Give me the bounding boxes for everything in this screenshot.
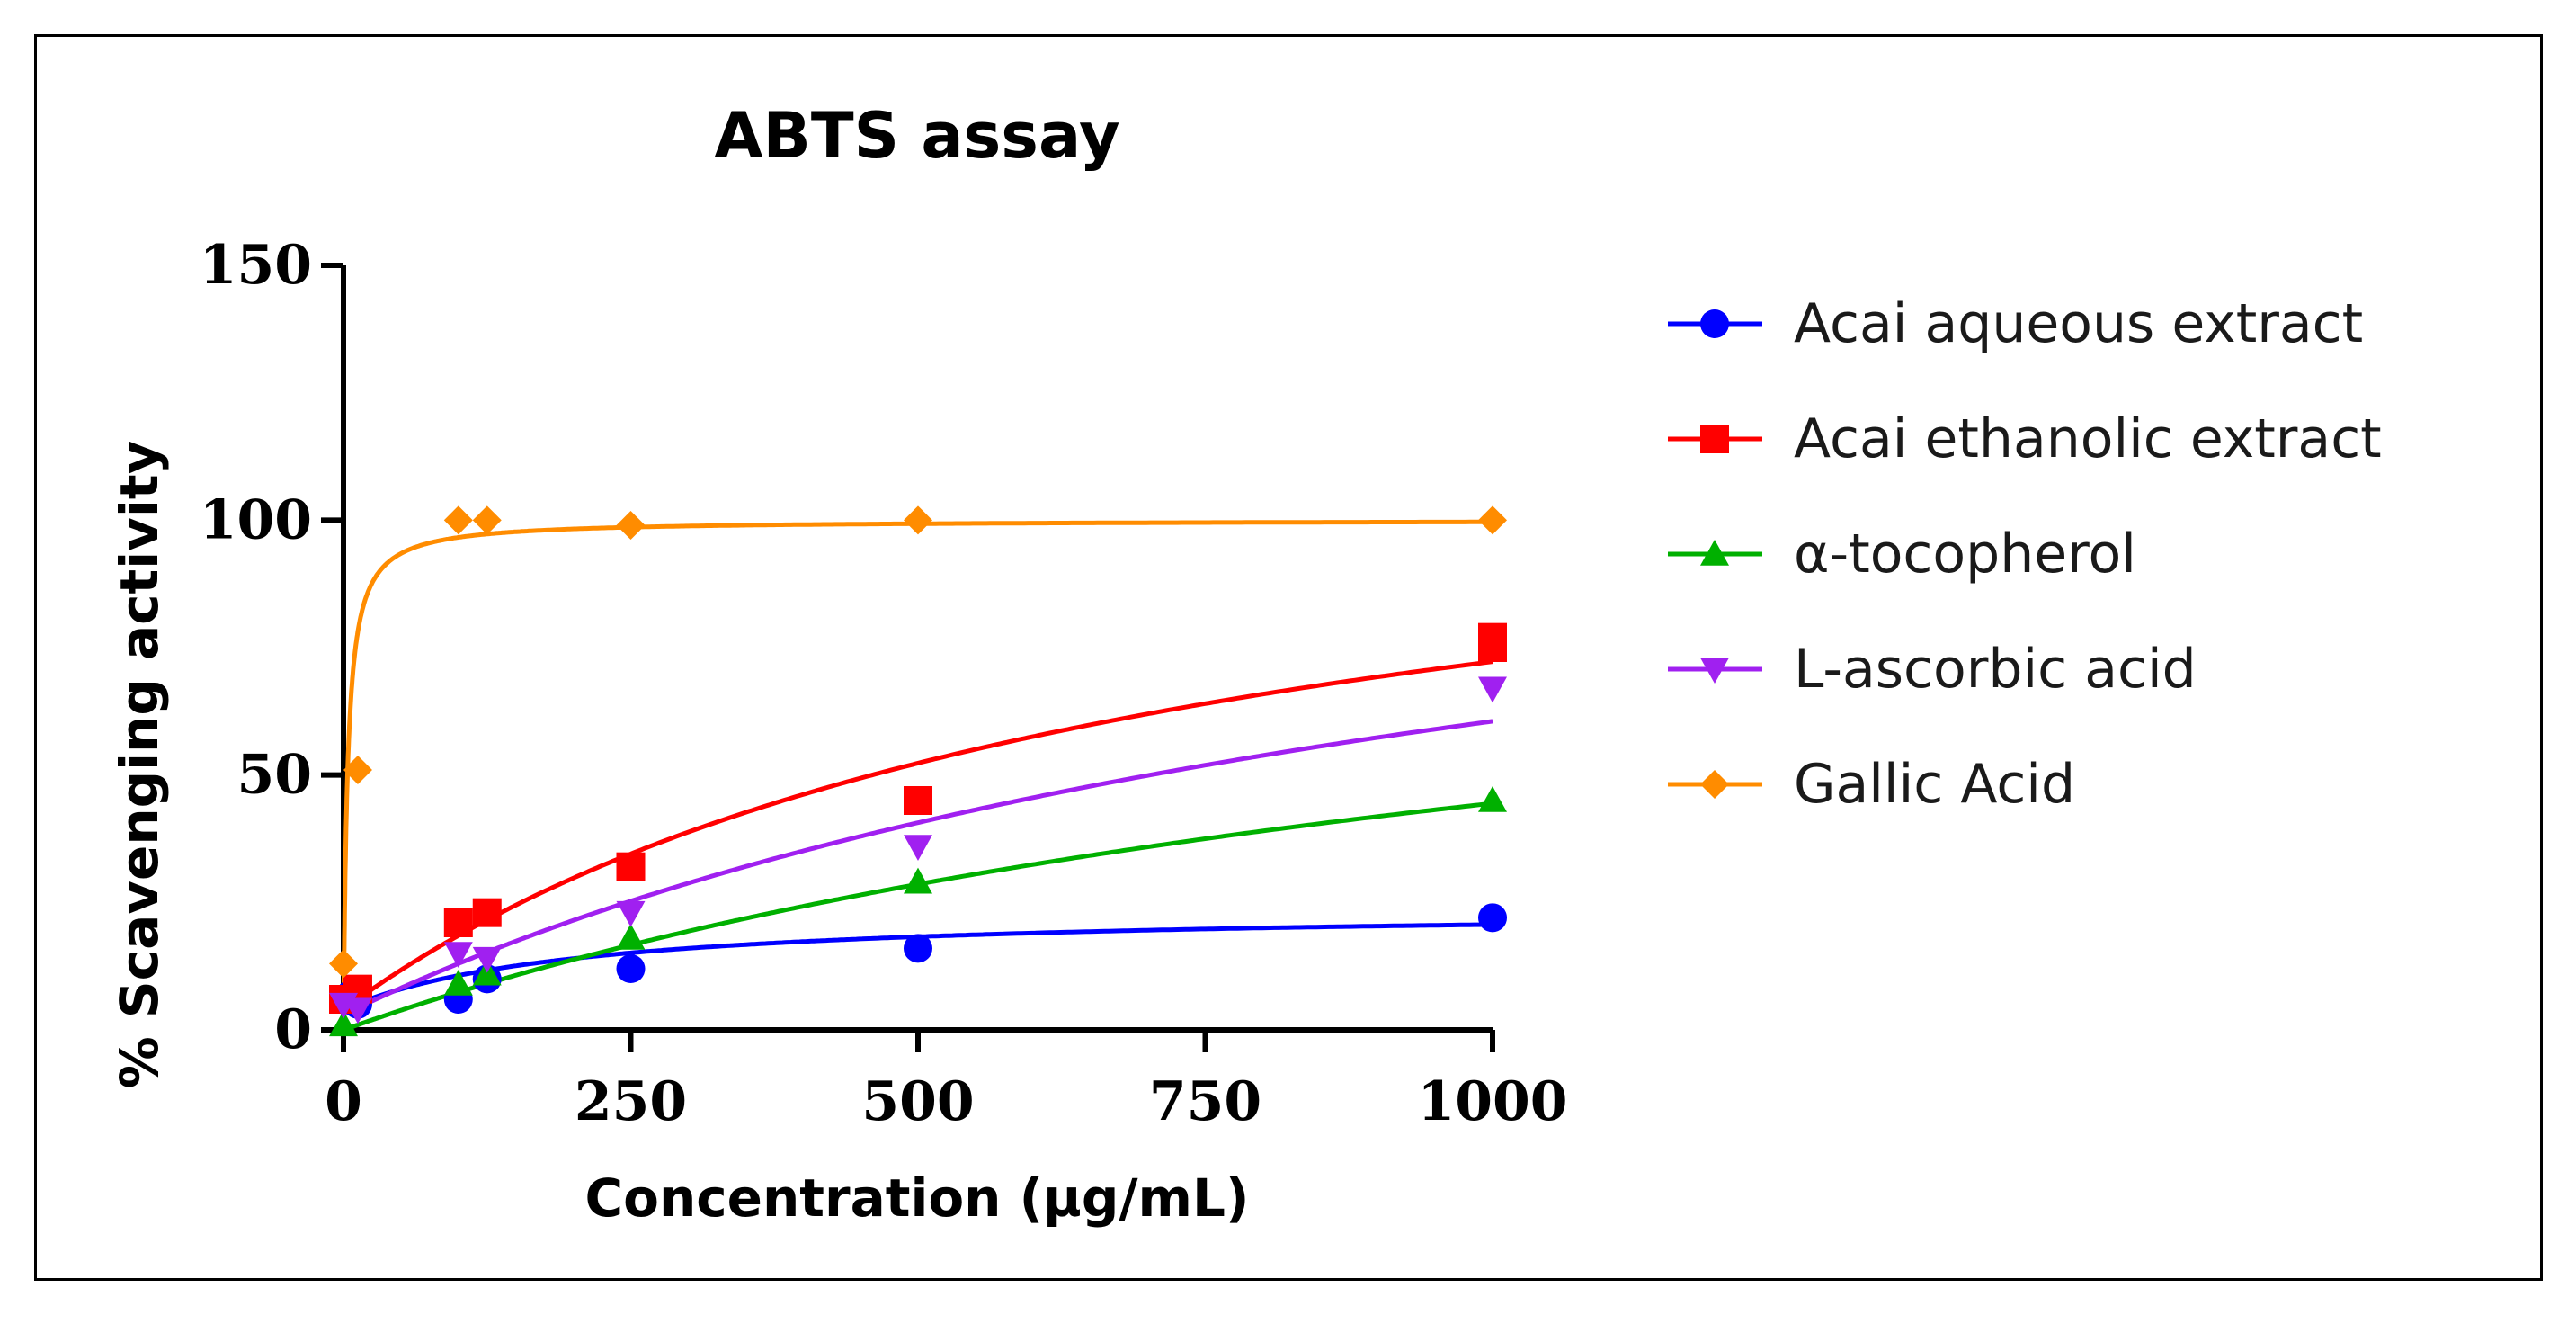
data-point-series-4 (443, 505, 473, 535)
legend-marker (1700, 540, 1729, 566)
legend-item: Gallic Acid (1668, 753, 2075, 816)
data-point-series-3 (904, 835, 932, 861)
legend-item: Acai aqueous extract (1668, 292, 2363, 355)
y-axis-label: % Scavenging activity (109, 441, 170, 1089)
y-tick-label: 100 (200, 488, 312, 551)
data-point-series-3 (343, 997, 372, 1024)
legend-label: Acai ethanolic extract (1794, 407, 2382, 470)
data-point-series-0 (904, 934, 932, 963)
data-point-series-4 (1478, 505, 1507, 535)
data-point-series-3 (1478, 676, 1507, 703)
legend: Acai aqueous extract Acai ethanolic extra… (1668, 292, 2382, 816)
data-point-series-0 (1478, 903, 1507, 933)
data-point-series-2 (1478, 786, 1507, 812)
chart-title: ABTS assay (714, 99, 1119, 173)
data-points (329, 505, 1507, 1037)
fit-curve-1 (341, 659, 1493, 1012)
data-point-series-2 (329, 1010, 358, 1037)
data-point-series-4 (616, 511, 646, 540)
y-tick-label: 150 (200, 234, 312, 297)
data-point-series-2 (616, 924, 646, 950)
data-point-series-4 (343, 756, 372, 784)
data-point-series-4 (329, 949, 358, 979)
legend-marker (1700, 309, 1729, 338)
x-tick-label: 1000 (1418, 1070, 1568, 1133)
legend-label: α-tocopherol (1794, 523, 2136, 586)
data-point-series-3 (443, 942, 473, 968)
data-point-series-2 (904, 867, 932, 894)
y-tick-label: 0 (274, 998, 312, 1061)
legend-marker (1700, 658, 1729, 684)
data-point-series-1 (443, 908, 473, 937)
fit-curves (341, 519, 1493, 1033)
data-point-series-1 (904, 786, 932, 815)
data-point-series-3 (616, 900, 646, 927)
data-point-series-2 (443, 970, 473, 996)
figure-frame (34, 34, 2543, 1281)
axes: 0 50 100 150 0 250 500 750 1000 (200, 234, 1568, 1133)
legend-label: Gallic Acid (1794, 753, 2075, 816)
data-point-series-4 (472, 505, 502, 535)
legend-marker (1700, 770, 1729, 799)
legend-marker (1700, 425, 1729, 453)
legend-item: Acai ethanolic extract (1668, 407, 2382, 470)
data-point-series-1 (472, 898, 502, 927)
legend-item: α-tocopherol (1668, 523, 2136, 586)
data-point-series-1 (1478, 633, 1507, 662)
x-tick-label: 750 (1149, 1070, 1261, 1133)
legend-item: L-ascorbic acid (1668, 638, 2197, 701)
data-point-series-3 (472, 946, 502, 973)
data-point-series-0 (616, 954, 646, 983)
y-tick-label: 50 (237, 744, 313, 807)
data-point-series-4 (904, 505, 932, 535)
x-axis-label: Concentration (µg/mL) (585, 1167, 1250, 1229)
x-tick-label: 0 (325, 1070, 362, 1133)
fit-curve-3 (341, 719, 1493, 1017)
x-tick-label: 250 (575, 1070, 687, 1133)
data-point-series-1 (616, 852, 646, 881)
legend-label: Acai aqueous extract (1794, 292, 2363, 355)
legend-label: L-ascorbic acid (1794, 638, 2197, 701)
x-tick-label: 500 (861, 1070, 974, 1133)
